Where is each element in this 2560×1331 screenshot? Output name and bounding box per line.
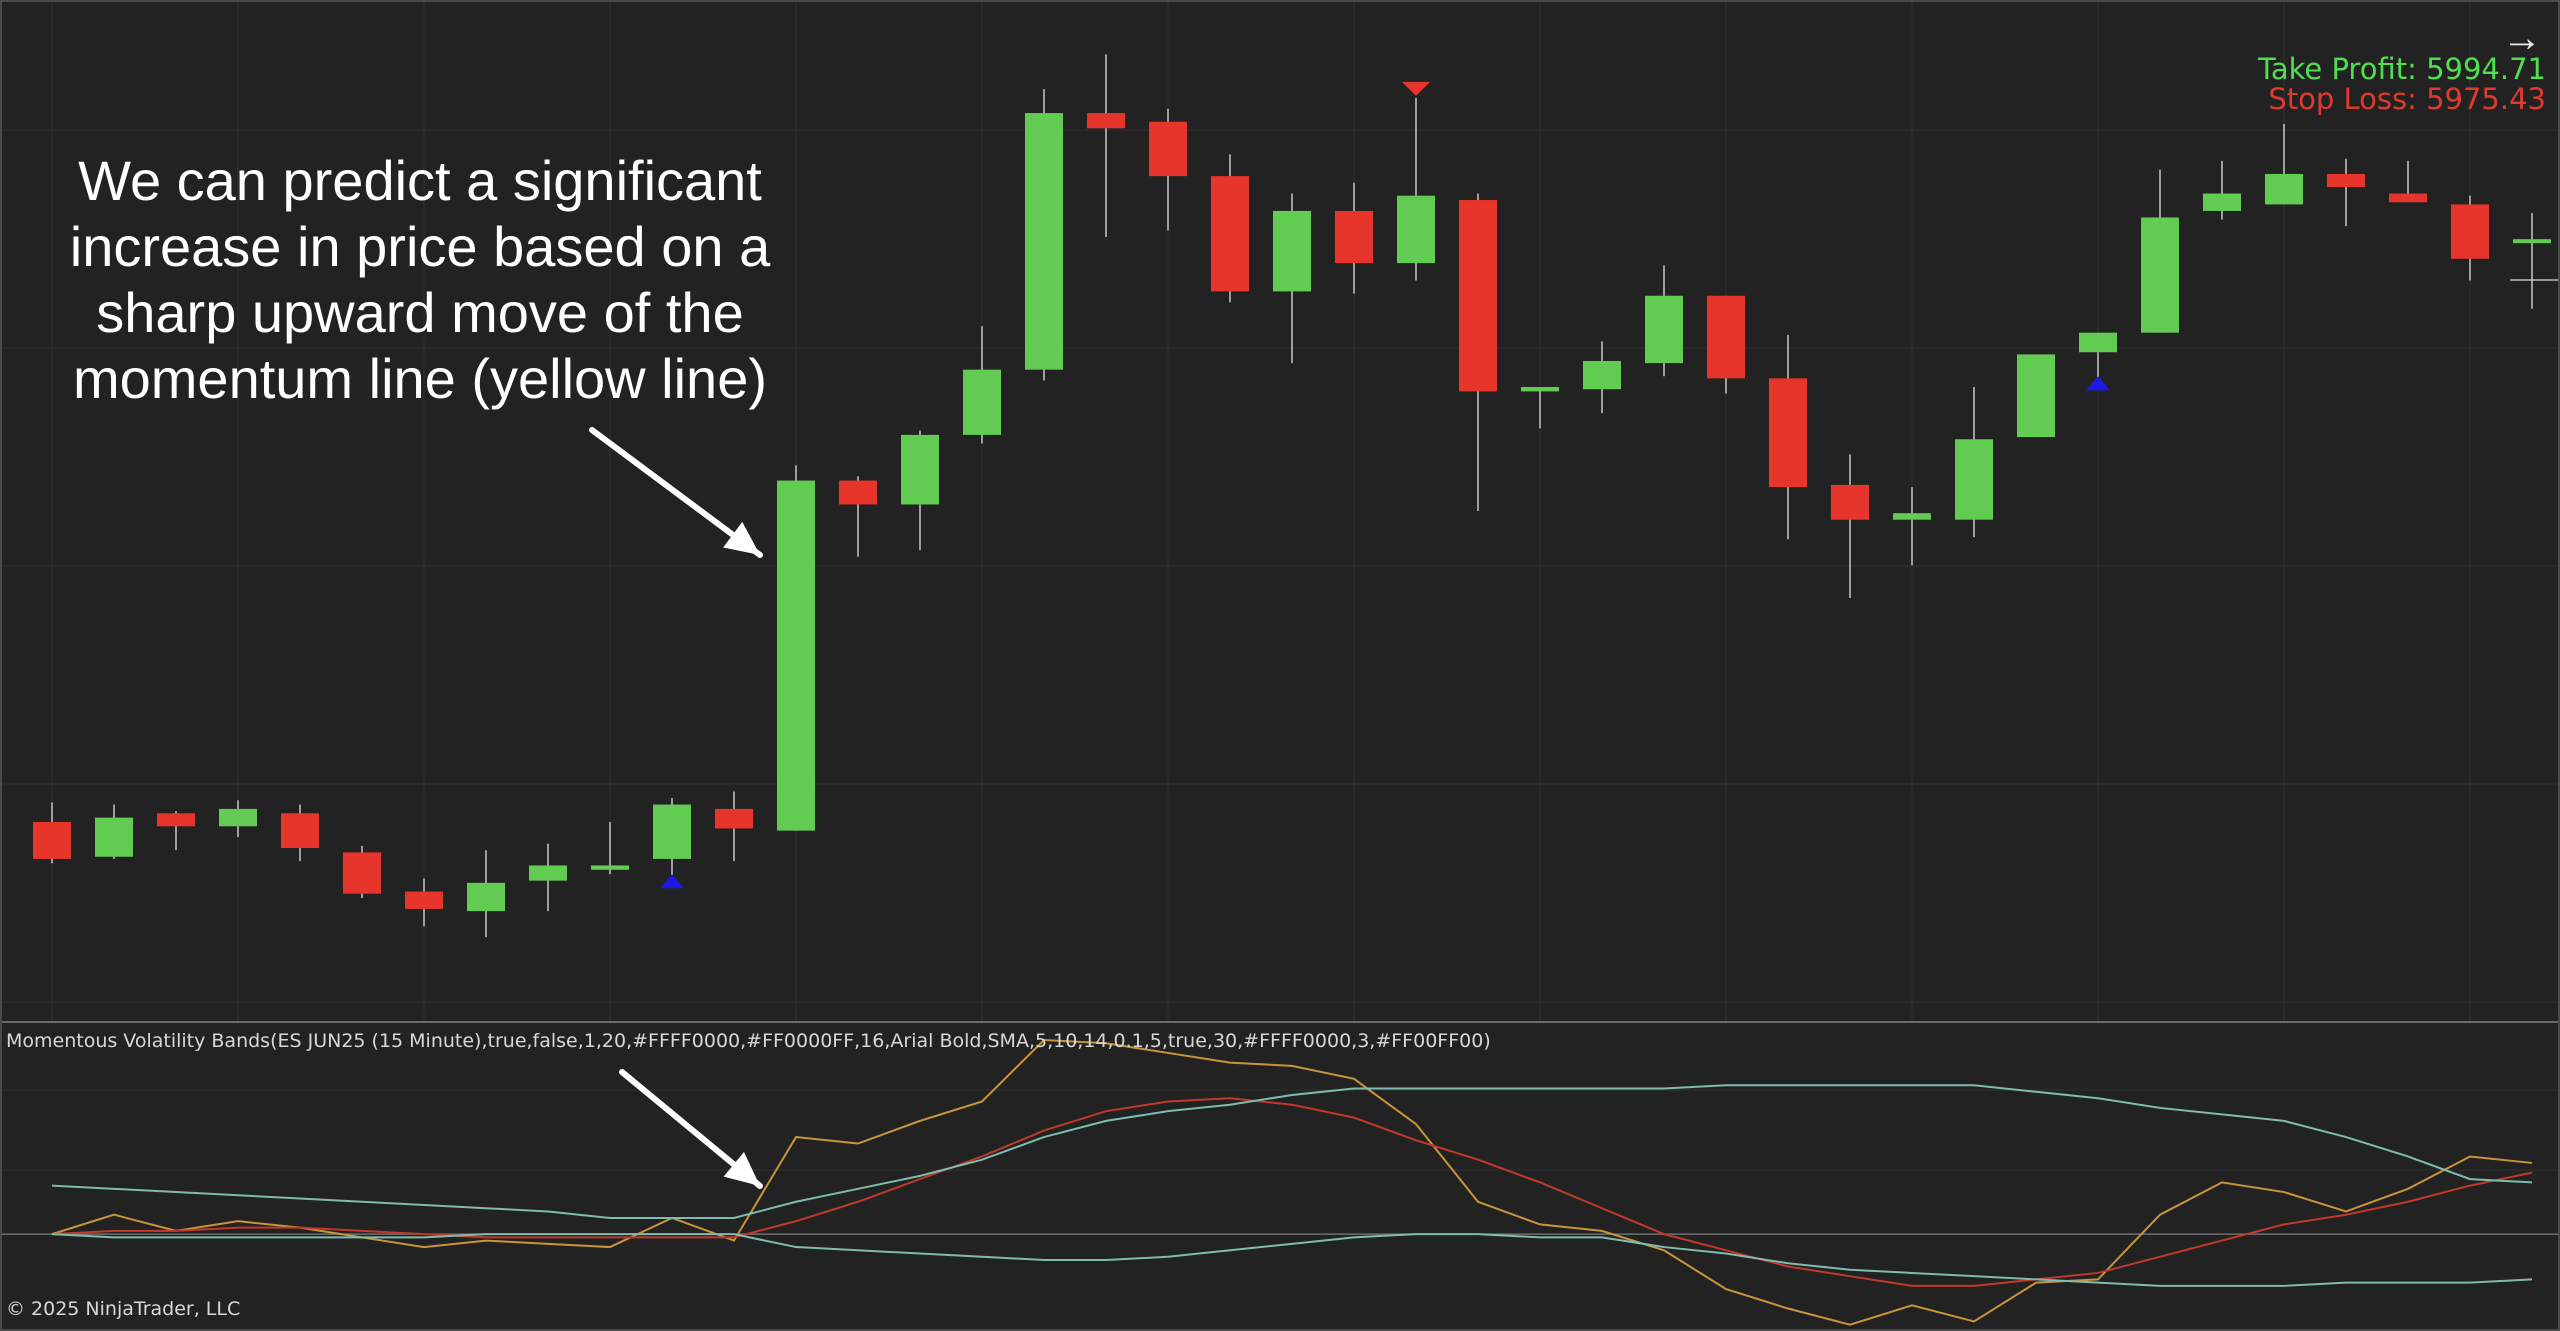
candle-body — [2389, 193, 2427, 203]
signal-up-marker — [660, 874, 684, 889]
candle-body — [2513, 239, 2551, 244]
candle-body — [1087, 113, 1125, 129]
signal-up-marker — [2086, 376, 2110, 391]
candle-body — [2327, 173, 2365, 188]
candle-body — [1149, 121, 1187, 177]
candle-body — [1831, 484, 1869, 520]
annotation-line: We can predict a significant — [78, 149, 762, 212]
annotation-line: momentum line (yellow line) — [72, 347, 767, 410]
candle-body — [1025, 113, 1063, 370]
candle-body — [529, 865, 567, 881]
candle-body — [901, 434, 939, 505]
candle-body — [777, 480, 815, 831]
candle-body — [1397, 195, 1435, 264]
candle-body — [157, 813, 195, 827]
indicator-label: Momentous Volatility Bands(ES JUN25 (15 … — [6, 1030, 1491, 1052]
candle-body — [1273, 210, 1311, 292]
signal-down-marker — [1402, 81, 1430, 96]
indicator-line — [51, 1097, 2533, 1287]
candle-body — [1459, 200, 1497, 392]
candle-body — [1335, 210, 1373, 264]
indicator-arrow-head — [723, 1152, 760, 1186]
candle-body — [2451, 204, 2489, 259]
candle-body — [1955, 439, 1993, 520]
copyright-text: © 2025 NinjaTrader, LLC — [6, 1298, 241, 1320]
annotation-line: increase in price based on a — [69, 215, 771, 278]
candle-body — [591, 865, 629, 870]
candle-body — [1893, 513, 1931, 520]
candle-body — [2017, 354, 2055, 438]
candle-body — [281, 813, 319, 849]
candle-body — [653, 804, 691, 859]
candle-body — [1211, 176, 1249, 292]
candle-body — [2203, 193, 2241, 211]
candle-body — [1583, 360, 1621, 390]
candle-body — [963, 369, 1001, 435]
candle-body — [839, 480, 877, 505]
candle-body — [95, 817, 133, 857]
candle-body — [2265, 173, 2303, 205]
candle-body — [343, 852, 381, 894]
indicator-line — [51, 1038, 2533, 1326]
annotation-arrow-head — [723, 521, 760, 555]
candle-body — [1707, 295, 1745, 379]
take-profit-label: Take Profit: 5994.71 — [2257, 52, 2546, 86]
right-arrow-icon[interactable]: → — [2502, 16, 2542, 60]
annotation-arrow — [589, 427, 763, 558]
annotation-line: sharp upward move of the — [96, 281, 744, 344]
candle-body — [219, 808, 257, 827]
annotation-text: We can predict a significant increase in… — [20, 148, 820, 412]
candle-body — [1769, 378, 1807, 488]
candle-body — [2141, 217, 2179, 333]
candle-body — [715, 808, 753, 829]
indicator-line — [51, 1233, 2533, 1287]
candle-body — [2079, 332, 2117, 353]
candle-body — [1521, 387, 1559, 392]
candle-body — [33, 821, 71, 859]
candle-body — [467, 882, 505, 912]
candle-body — [405, 891, 443, 909]
indicator-line — [51, 1084, 2533, 1219]
stop-loss-label: Stop Loss: 5975.43 — [2268, 82, 2546, 116]
candle-body — [1645, 295, 1683, 364]
